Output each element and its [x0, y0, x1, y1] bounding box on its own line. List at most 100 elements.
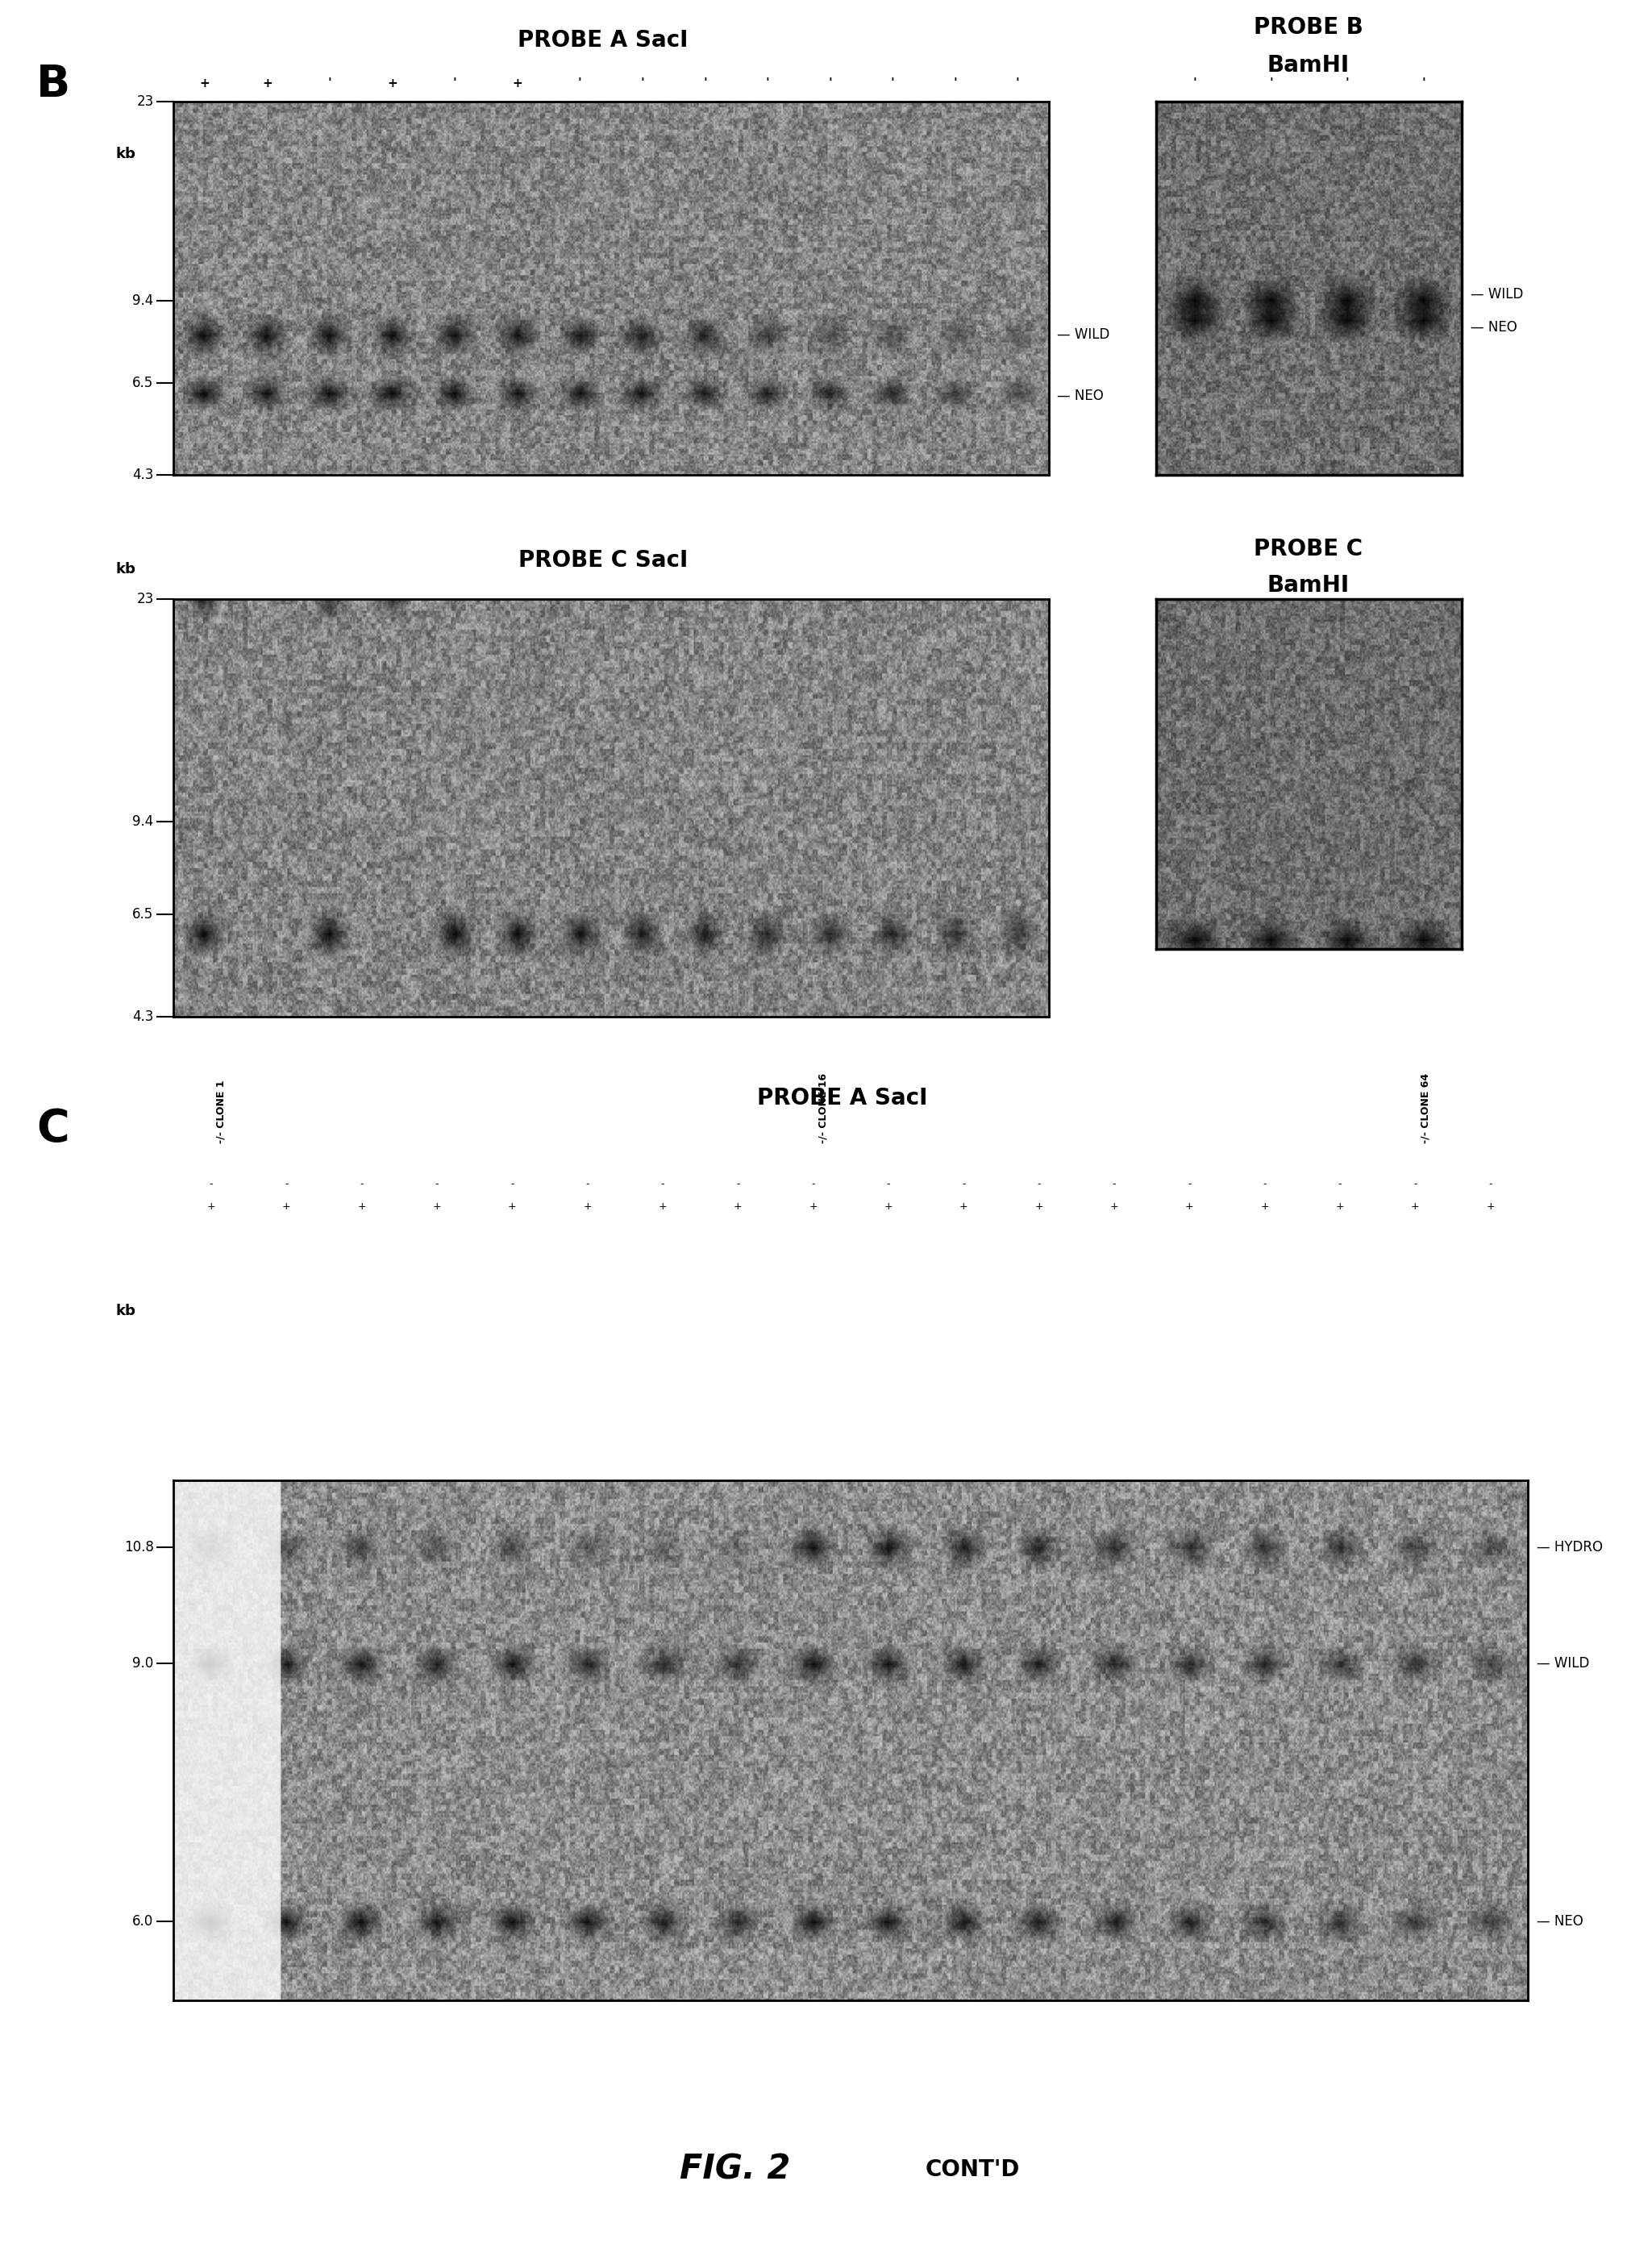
- Text: ': ': [1422, 77, 1426, 90]
- Text: — WILD: — WILD: [1057, 328, 1110, 341]
- Text: -: -: [210, 1180, 213, 1189]
- Text: -: -: [284, 1180, 287, 1189]
- Text: +: +: [1265, 127, 1275, 140]
- Text: +: +: [263, 127, 273, 140]
- Text: 9.4: 9.4: [132, 294, 154, 307]
- Text: 23: 23: [137, 592, 154, 606]
- Text: ': ': [1016, 77, 1019, 90]
- Text: 6.5: 6.5: [132, 375, 154, 391]
- Text: 9.0: 9.0: [132, 1657, 154, 1670]
- Text: BamHI: BamHI: [1267, 574, 1350, 597]
- Text: +: +: [263, 77, 273, 90]
- Text: ': ': [765, 77, 770, 90]
- Text: /: /: [325, 102, 335, 115]
- Text: -: -: [1414, 1180, 1417, 1189]
- Text: kb: kb: [116, 147, 135, 160]
- Text: /: /: [263, 102, 273, 115]
- Text: /: /: [638, 102, 648, 115]
- Text: -/- CLONE 16: -/- CLONE 16: [818, 1074, 829, 1144]
- Text: -: -: [1037, 1180, 1041, 1189]
- Text: — NEO: — NEO: [1470, 321, 1517, 334]
- Text: +: +: [357, 1202, 365, 1211]
- Text: 6.0: 6.0: [132, 1914, 154, 1928]
- Text: /: /: [1265, 102, 1275, 115]
- Text: +: +: [733, 1202, 742, 1211]
- Text: -: -: [887, 1180, 890, 1189]
- Text: ': ': [578, 77, 582, 90]
- Text: +: +: [282, 1202, 291, 1211]
- Text: -: -: [811, 1180, 814, 1189]
- Text: C: C: [36, 1107, 69, 1150]
- Text: +: +: [512, 77, 522, 90]
- Text: — HYDRO: — HYDRO: [1536, 1539, 1602, 1555]
- Text: +: +: [763, 127, 773, 140]
- Text: +: +: [575, 127, 585, 140]
- Text: +: +: [583, 1202, 591, 1211]
- Text: kb: kb: [116, 1304, 135, 1318]
- Text: +: +: [659, 1202, 667, 1211]
- Text: ': ': [890, 77, 895, 90]
- Text: +: +: [1034, 1202, 1042, 1211]
- Text: BamHI: BamHI: [1267, 54, 1350, 77]
- Text: -: -: [434, 1180, 439, 1189]
- Text: +: +: [824, 127, 836, 140]
- Text: -: -: [1338, 1180, 1341, 1189]
- Text: +: +: [809, 1202, 818, 1211]
- Text: PROBE B: PROBE B: [1254, 16, 1363, 38]
- Text: +: +: [433, 1202, 441, 1211]
- Text: FIG. 2: FIG. 2: [679, 2154, 791, 2185]
- Text: /: /: [763, 102, 773, 115]
- Text: +: +: [387, 127, 398, 140]
- Text: ': ': [1193, 77, 1196, 90]
- Text: — WILD: — WILD: [1470, 287, 1523, 301]
- Text: /: /: [512, 102, 522, 115]
- Text: +: +: [1260, 1202, 1269, 1211]
- Text: ': ': [953, 77, 957, 90]
- Text: ': ': [453, 77, 458, 90]
- Text: +: +: [200, 77, 210, 90]
- Text: -/- CLONE 1: -/- CLONE 1: [216, 1080, 226, 1144]
- Text: ': ': [641, 77, 644, 90]
- Text: -: -: [1262, 1180, 1267, 1189]
- Text: — NEO: — NEO: [1536, 1914, 1583, 1928]
- Text: /: /: [575, 102, 585, 115]
- Text: -: -: [737, 1180, 740, 1189]
- Text: -/- CLONE 64: -/- CLONE 64: [1421, 1074, 1431, 1144]
- Text: kb: kb: [116, 563, 135, 576]
- Text: B: B: [36, 63, 71, 106]
- Text: +: +: [1184, 1202, 1194, 1211]
- Text: PROBE A SacI: PROBE A SacI: [517, 29, 689, 52]
- Text: +: +: [1419, 127, 1429, 140]
- Text: +: +: [1343, 127, 1353, 140]
- Text: -: -: [360, 1180, 363, 1189]
- Text: /: /: [1189, 102, 1199, 115]
- Text: +: +: [449, 127, 459, 140]
- Text: -: -: [1112, 1180, 1117, 1189]
- Text: /: /: [1343, 102, 1353, 115]
- Text: ': ': [327, 77, 332, 90]
- Text: +: +: [1189, 127, 1199, 140]
- Text: 4.3: 4.3: [132, 468, 154, 481]
- Text: -: -: [961, 1180, 965, 1189]
- Text: 4.3: 4.3: [132, 1010, 154, 1024]
- Text: /: /: [1419, 102, 1429, 115]
- Text: +: +: [387, 77, 398, 90]
- Text: /: /: [387, 102, 398, 115]
- Text: -: -: [510, 1180, 514, 1189]
- Text: /: /: [824, 102, 836, 115]
- Text: 23: 23: [137, 95, 154, 108]
- Text: /: /: [200, 102, 210, 115]
- Text: PROBE A SacI: PROBE A SacI: [757, 1087, 928, 1110]
- Text: /: /: [700, 102, 710, 115]
- Text: /: /: [1013, 102, 1023, 115]
- Text: PROBE C: PROBE C: [1254, 538, 1363, 560]
- Text: ': ': [1345, 77, 1350, 90]
- Text: 6.5: 6.5: [132, 906, 154, 922]
- Text: +: +: [700, 127, 710, 140]
- Text: +: +: [1411, 1202, 1419, 1211]
- Text: +: +: [638, 127, 648, 140]
- Text: -: -: [1488, 1180, 1492, 1189]
- Text: +: +: [1013, 127, 1023, 140]
- Text: -: -: [1188, 1180, 1191, 1189]
- Text: +: +: [200, 127, 210, 140]
